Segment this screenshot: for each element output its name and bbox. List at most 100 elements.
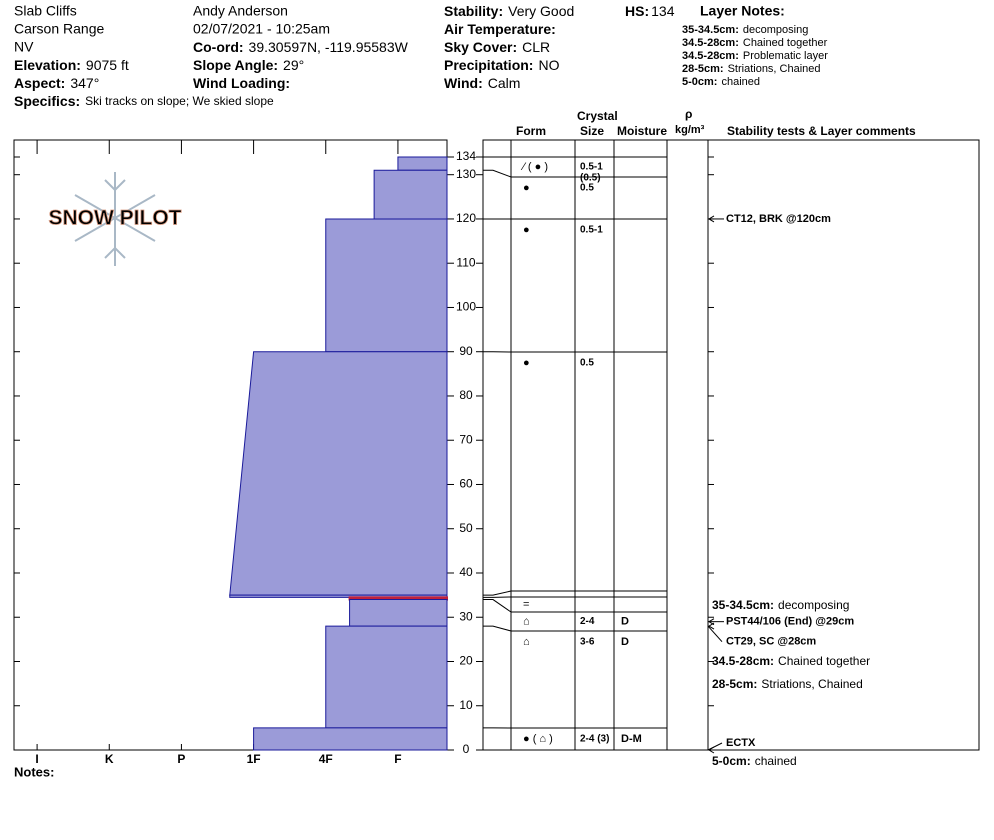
logo-text: SNOW PILOT <box>49 207 182 230</box>
crystal-form: ⌂ <box>523 615 530 627</box>
hardness-label: K <box>105 752 114 766</box>
hardness-layer <box>325 625 448 729</box>
header-field: Wind Loading: <box>193 75 290 91</box>
field-value: NO <box>538 57 559 73</box>
field-value: 39.30597N, -119.95583W <box>249 39 409 55</box>
note-text: chained <box>755 754 797 768</box>
layer-frame <box>482 139 980 751</box>
hs: HS: 134 <box>625 3 675 19</box>
layer-note: 34.5-28cm: Chained together <box>682 37 828 49</box>
layer-note: 28-5cm: Striations, Chained <box>682 63 821 75</box>
header-field: Aspect: 347° <box>14 75 99 91</box>
field-value: 9075 ft <box>86 57 129 73</box>
field-label: Sky Cover: <box>444 39 517 55</box>
field-label: Precipitation: <box>444 57 533 73</box>
field-label: Aspect: <box>14 75 65 91</box>
hardness-layer <box>397 156 448 171</box>
column-header: Moisture <box>617 124 667 138</box>
crystal-form: ⁄ ( ● ) <box>520 161 548 173</box>
location: NV <box>14 39 34 55</box>
crystal-form: ● <box>523 357 530 369</box>
note-range: 5-0cm: <box>712 754 751 768</box>
moisture: D <box>621 615 629 627</box>
note-text: Striations, Chained <box>761 677 862 691</box>
depth-label: 90 <box>459 344 473 358</box>
note-text: Problematic layer <box>743 50 828 62</box>
observer: Andy Anderson <box>193 3 288 19</box>
hardness-label: 4F <box>319 752 333 766</box>
location: Slab Cliffs <box>14 3 77 19</box>
hardness-layer <box>349 599 448 627</box>
crystal-size: 0.5-1 <box>580 162 603 173</box>
crystal-size: 0.5 <box>580 358 594 369</box>
depth-label: 110 <box>456 255 475 269</box>
depth-label: 10 <box>459 698 473 712</box>
test-result: ECTX <box>726 737 756 749</box>
moisture: D <box>621 636 629 648</box>
moisture: D-M <box>621 733 642 745</box>
crystal-size: 2-4 <box>580 616 595 627</box>
field-value: CLR <box>522 39 550 55</box>
note-range: 34.5-28cm: <box>682 37 739 49</box>
header-field: Air Temperature: <box>444 21 556 37</box>
crystal-form: ⌂ <box>523 636 530 648</box>
layer-note: 34.5-28cm: Problematic layer <box>682 50 828 62</box>
note-range: 35-34.5cm: <box>682 24 739 36</box>
arrow-head <box>708 215 715 223</box>
layer-comment: 35-34.5cm: decomposing <box>712 598 849 612</box>
crystal-form: = <box>523 598 529 610</box>
crystal-size: 3-6 <box>580 637 595 648</box>
depth-label: 70 <box>459 432 473 446</box>
note-text: decomposing <box>778 598 849 612</box>
depth-label: 0 <box>463 742 470 756</box>
field-label: Wind Loading: <box>193 75 290 91</box>
layer-connector <box>483 599 667 613</box>
note-text: Striations, Chained <box>728 63 821 75</box>
note-text: Chained together <box>743 37 828 49</box>
layer-note: 35-34.5cm: decomposing <box>682 24 808 36</box>
field-value: 347° <box>70 75 99 91</box>
depth-label: 20 <box>459 654 473 668</box>
crystal-size: 0.5-1 <box>580 225 603 236</box>
column-header: Stability tests & Layer comments <box>727 124 916 138</box>
specifics: Specifics: Ski tracks on slope; We skied … <box>14 93 274 109</box>
depth-label: 100 <box>456 300 476 314</box>
depth-label: 60 <box>459 477 473 491</box>
field-value: Very Good <box>508 3 574 19</box>
header-field: Stability: Very Good <box>444 3 574 19</box>
location: Carson Range <box>14 21 104 37</box>
note-range: 28-5cm: <box>712 677 757 691</box>
note-range: 34.5-28cm: <box>712 654 774 668</box>
field-label: Co-ord: <box>193 39 244 55</box>
note-range: 28-5cm: <box>682 63 724 75</box>
depth-label: 130 <box>456 167 476 181</box>
hardness-label: I <box>35 752 38 766</box>
header-field: Wind: Calm <box>444 75 520 91</box>
hardness-label: 1F <box>247 752 261 766</box>
header-field: Precipitation: NO <box>444 57 560 73</box>
note-text: Chained together <box>778 654 870 668</box>
header-field: Co-ord: 39.30597N, -119.95583W <box>193 39 409 55</box>
note-text: chained <box>721 76 760 88</box>
hardness-layer <box>373 169 448 220</box>
header-field: Sky Cover: CLR <box>444 39 550 55</box>
note-range: 35-34.5cm: <box>712 598 774 612</box>
hardness-layer <box>253 727 448 751</box>
layer-connector <box>483 625 667 632</box>
depth-label: 40 <box>459 565 473 579</box>
column-header: Size <box>580 124 604 138</box>
header-field: Slope Angle: 29° <box>193 57 304 73</box>
field-value: 29° <box>283 57 304 73</box>
layer-connector <box>483 169 667 178</box>
layer-notes-title: Layer Notes: <box>700 3 785 19</box>
crystal-size: (0.5) <box>580 173 601 184</box>
test-result: CT12, BRK @120cm <box>726 213 831 225</box>
depth-label: 134 <box>456 149 476 163</box>
crystal-form: ● <box>523 182 530 194</box>
crystal-form: ● ( ⌂ ) <box>523 733 553 745</box>
field-label: Slope Angle: <box>193 57 278 73</box>
field-value: Calm <box>488 75 521 91</box>
field-label: Stability: <box>444 3 503 19</box>
